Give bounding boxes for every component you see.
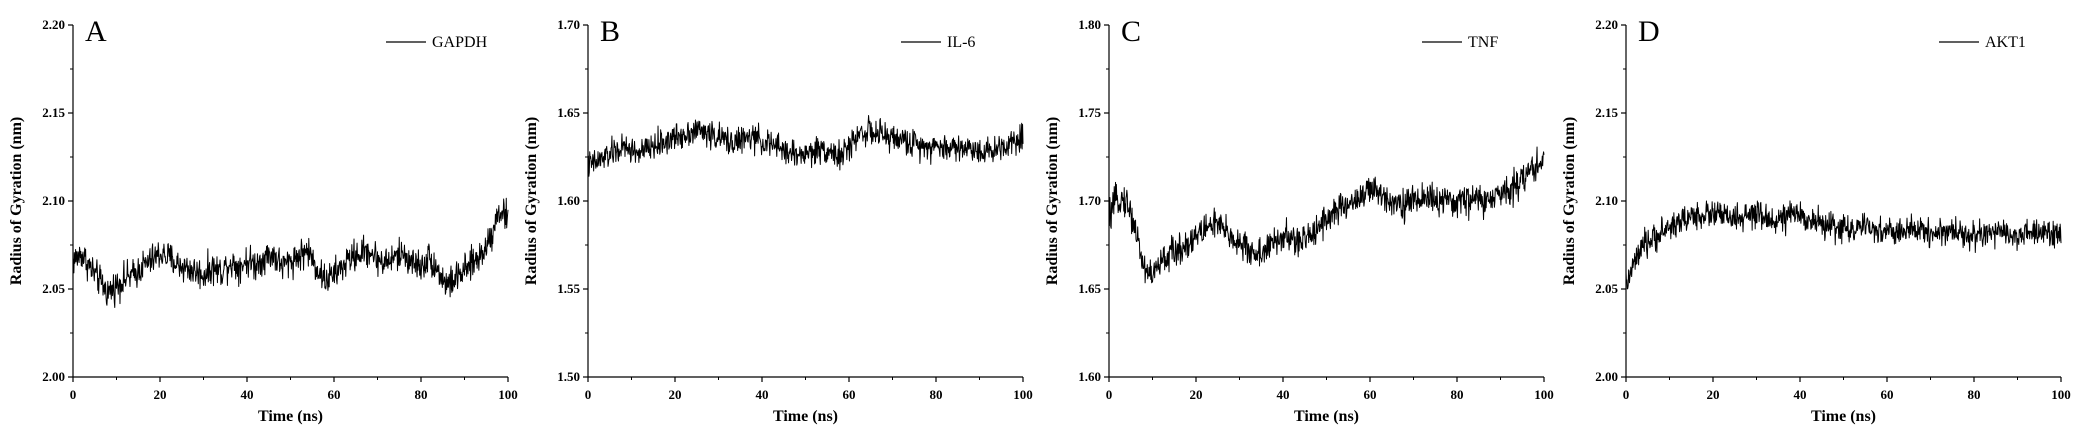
panel-4-y-tick-label: 2.20 (1595, 17, 1618, 32)
panel-1-y-tick-label: 2.00 (42, 369, 65, 384)
panel-2-x-axis-title: Time (ns) (773, 408, 838, 425)
panel-3-y-tick-label: 1.75 (1078, 105, 1101, 120)
panel-4-legend-label: AKT1 (1985, 34, 2026, 51)
panel-4-x-tick-label: 20 (1707, 387, 1720, 402)
panel-3-y-tick-label: 1.70 (1078, 193, 1101, 208)
panel-2-legend-label: IL-6 (947, 34, 975, 51)
panel-4-series-AKT1 (1625, 200, 2062, 290)
panel-2-x-tick-label: 0 (585, 387, 592, 402)
panel-4-letter: D (1638, 15, 1660, 48)
panel-3-y-tick-label: 1.60 (1078, 369, 1101, 384)
panel-2-x-tick-label: 100 (1013, 387, 1033, 402)
panel-3-x-axis-title: Time (ns) (1294, 408, 1359, 425)
panel-2-y-axis-title: Radius of Gyration (nm) (523, 117, 540, 285)
panel-1-x-axis-title: Time (ns) (258, 408, 323, 425)
panel-2-y-tick-label: 1.70 (557, 17, 580, 32)
panel-1-y-tick-label: 2.10 (42, 193, 65, 208)
panel-1-y-tick-label: 2.05 (42, 281, 65, 296)
panel-1-x-tick-label: 80 (415, 387, 428, 402)
panel-1-x-tick-label: 60 (328, 387, 341, 402)
panel-2-letter: B (600, 15, 620, 48)
panel-3-x-tick-label: 100 (1534, 387, 1554, 402)
panel-4-x-tick-label: 0 (1623, 387, 1630, 402)
panel-2-y-tick-label: 1.60 (557, 193, 580, 208)
panel-3-x-tick-label: 80 (1451, 387, 1464, 402)
panel-3-series-TNF (1108, 146, 1545, 284)
panel-4-y-tick-label: 2.10 (1595, 193, 1618, 208)
panel-3-x-tick-label: 60 (1364, 387, 1377, 402)
panel-4-y-axis-title: Radius of Gyration (nm) (1561, 117, 1578, 285)
panel-3-legend-label: TNF (1468, 34, 1498, 51)
panel-1-x-tick-label: 20 (154, 387, 167, 402)
panel-1-x-tick-label: 40 (241, 387, 254, 402)
panel-2-y-tick-label: 1.50 (557, 369, 580, 384)
panel-2-x-tick-label: 20 (669, 387, 682, 402)
panel-1-x-tick-label: 100 (498, 387, 518, 402)
panel-1-y-tick-label: 2.20 (42, 17, 65, 32)
panel-4-x-tick-label: 60 (1881, 387, 1894, 402)
panel-4-y-tick-label: 2.05 (1595, 281, 1618, 296)
panel-4-x-tick-label: 80 (1968, 387, 1981, 402)
panel-3-letter: C (1121, 15, 1141, 48)
panel-2-x-tick-label: 80 (930, 387, 943, 402)
panel-4-y-tick-label: 2.00 (1595, 369, 1618, 384)
panel-1-legend-label: GAPDH (432, 34, 488, 51)
panel-1-letter: A (85, 15, 107, 48)
panel-3-y-tick-label: 1.65 (1078, 281, 1101, 296)
panel-2-x-tick-label: 60 (843, 387, 856, 402)
panel-1-series-GAPDH (72, 197, 509, 308)
panel-3-x-tick-label: 20 (1190, 387, 1203, 402)
panel-4-x-axis-title: Time (ns) (1811, 408, 1876, 425)
panel-3-x-tick-label: 0 (1106, 387, 1113, 402)
panel-1-x-tick-label: 0 (70, 387, 77, 402)
panel-3-x-tick-label: 40 (1277, 387, 1290, 402)
panel-3-y-axis-title: Radius of Gyration (nm) (1044, 117, 1061, 285)
panel-4-x-tick-label: 100 (2051, 387, 2071, 402)
panel-2-y-tick-label: 1.65 (557, 105, 580, 120)
panel-2-series-IL-6 (587, 115, 1024, 177)
panel-2-x-tick-label: 40 (756, 387, 769, 402)
panel-1-y-axis-title: Radius of Gyration (nm) (8, 117, 25, 285)
panel-4-y-tick-label: 2.15 (1595, 105, 1618, 120)
panel-1-y-tick-label: 2.15 (42, 105, 65, 120)
panel-3-y-tick-label: 1.80 (1078, 17, 1101, 32)
panel-4-x-tick-label: 40 (1794, 387, 1807, 402)
panel-2-y-tick-label: 1.55 (557, 281, 580, 296)
